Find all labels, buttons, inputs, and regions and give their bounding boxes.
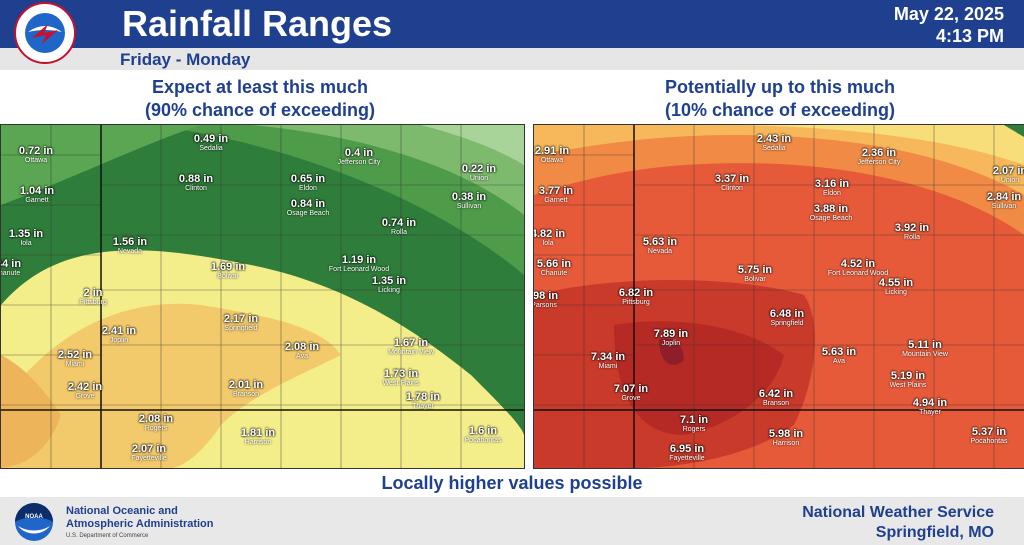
noaa-name: National Oceanic and Atmospheric Adminis… [66, 505, 214, 531]
issue-datetime: May 22, 2025 4:13 PM [894, 3, 1004, 47]
map-10-percent: 2.91 in Ottawa 3.77 in Garnett 4.82 in Iola 5.… [533, 124, 1024, 469]
left-map-heading: Expect at least this much (90% chance of… [0, 76, 520, 122]
issue-time: 4:13 PM [935, 26, 1004, 46]
subtitle-bar [0, 48, 1024, 70]
nws-office: National Weather Service Springfield, MO [802, 503, 994, 543]
page-title: Rainfall Ranges [122, 3, 393, 44]
footer-bar [0, 497, 1024, 545]
right-heading-line2: (10% chance of exceeding) [664, 100, 896, 120]
noaa-logo: NOAA [15, 503, 53, 541]
right-heading-line1: Potentially up to this much [664, 77, 895, 97]
left-heading-line1: Expect at least this much [151, 77, 369, 97]
left-heading-line2: (90% chance of exceeding) [144, 100, 376, 120]
noaa-logo-text: NOAA [25, 514, 43, 520]
map-90-shading [1, 125, 524, 468]
header-bar [0, 0, 1024, 48]
locally-higher-note: Locally higher values possible [381, 473, 643, 493]
noaa-dept: U.S. Department of Commerce [66, 533, 149, 539]
subtitle: Friday - Monday [120, 50, 251, 69]
right-map-heading: Potentially up to this much (10% chance … [520, 76, 1024, 122]
nws-line2: Springfield, MO [875, 524, 994, 541]
issue-date: May 22, 2025 [893, 4, 1004, 24]
noaa-line2: Atmospheric Administration [66, 518, 214, 530]
nws-logo [14, 2, 76, 64]
map-10-shading [534, 125, 1024, 468]
nws-line1: National Weather Service [802, 504, 994, 521]
noaa-line1: National Oceanic and [66, 505, 178, 517]
